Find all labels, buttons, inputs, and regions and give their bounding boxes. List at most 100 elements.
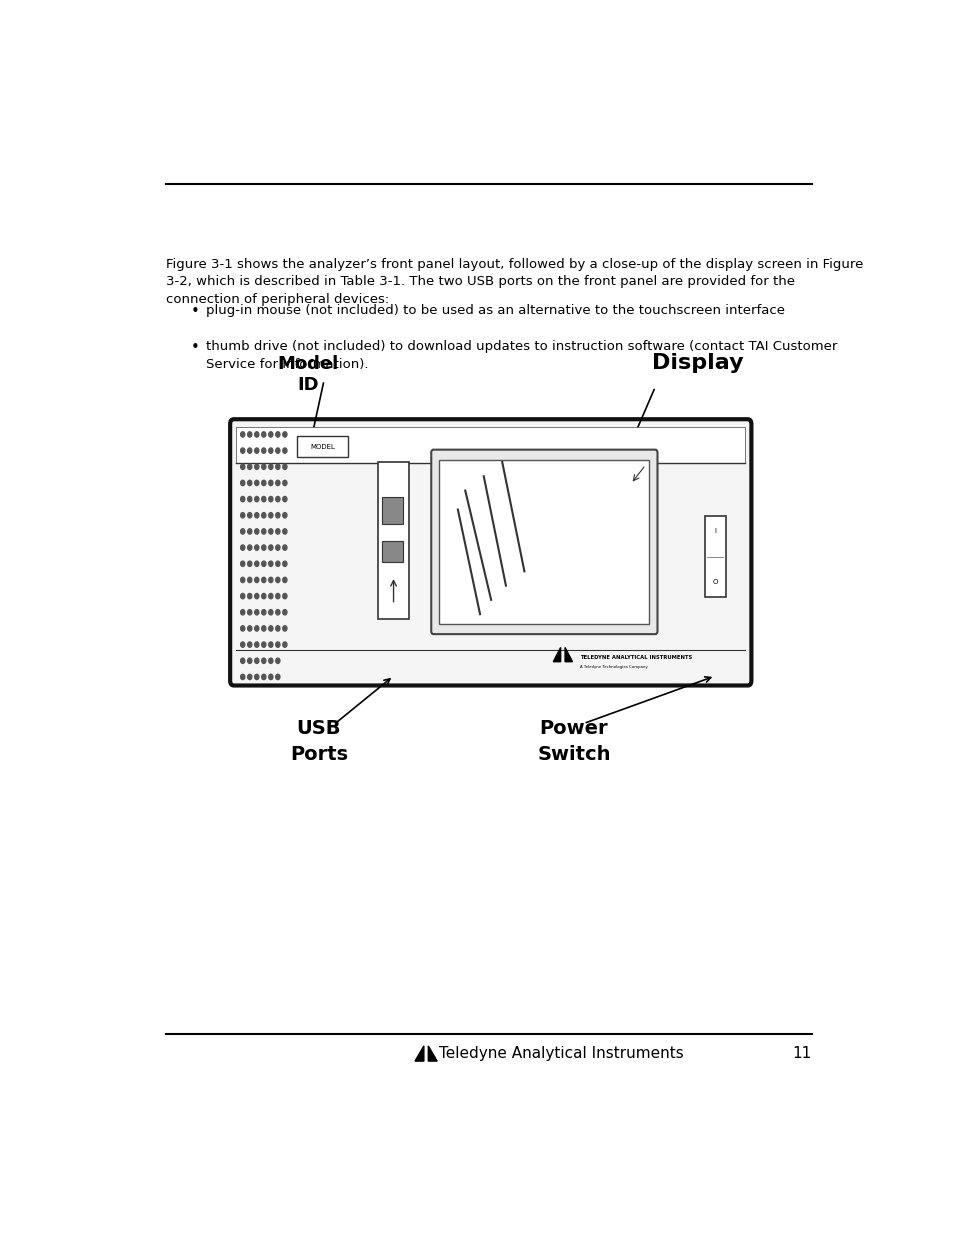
Text: TELEDYNE ANALYTICAL INSTRUMENTS: TELEDYNE ANALYTICAL INSTRUMENTS (579, 656, 691, 661)
Text: MODEL: MODEL (310, 443, 335, 450)
FancyBboxPatch shape (431, 450, 657, 634)
Text: 11: 11 (792, 1046, 811, 1061)
Circle shape (269, 529, 273, 534)
Circle shape (275, 513, 279, 517)
Polygon shape (553, 647, 560, 662)
Circle shape (275, 448, 279, 453)
Circle shape (269, 658, 273, 663)
Text: A Teledyne Technologies Company: A Teledyne Technologies Company (579, 666, 647, 669)
Text: Figure 3-1 shows the analyzer’s front panel layout, followed by a close-up of th: Figure 3-1 shows the analyzer’s front pa… (166, 258, 862, 305)
Circle shape (254, 545, 258, 551)
Circle shape (261, 464, 266, 469)
Circle shape (275, 577, 279, 583)
Circle shape (269, 674, 273, 679)
Circle shape (254, 610, 258, 615)
Circle shape (282, 496, 287, 501)
Circle shape (275, 674, 279, 679)
Circle shape (248, 496, 252, 501)
Circle shape (275, 658, 279, 663)
Circle shape (240, 658, 245, 663)
Circle shape (248, 561, 252, 567)
Circle shape (282, 529, 287, 534)
Text: Ports: Ports (290, 746, 348, 764)
Circle shape (261, 545, 266, 551)
Text: Model: Model (277, 354, 338, 373)
Circle shape (261, 610, 266, 615)
Circle shape (282, 610, 287, 615)
Circle shape (248, 610, 252, 615)
Circle shape (261, 577, 266, 583)
Circle shape (269, 594, 273, 599)
Circle shape (261, 626, 266, 631)
Text: O: O (712, 579, 717, 585)
Circle shape (240, 448, 245, 453)
Circle shape (261, 432, 266, 437)
Circle shape (248, 545, 252, 551)
FancyBboxPatch shape (704, 516, 724, 597)
Circle shape (282, 577, 287, 583)
Circle shape (248, 626, 252, 631)
Circle shape (282, 480, 287, 485)
Circle shape (275, 432, 279, 437)
Circle shape (269, 610, 273, 615)
Circle shape (275, 529, 279, 534)
Circle shape (269, 561, 273, 567)
Circle shape (275, 464, 279, 469)
FancyBboxPatch shape (382, 498, 403, 524)
Circle shape (248, 529, 252, 534)
Circle shape (261, 529, 266, 534)
Circle shape (282, 464, 287, 469)
Circle shape (254, 529, 258, 534)
Circle shape (240, 464, 245, 469)
FancyBboxPatch shape (296, 436, 348, 457)
Circle shape (248, 658, 252, 663)
Circle shape (282, 448, 287, 453)
Circle shape (248, 674, 252, 679)
Circle shape (275, 642, 279, 647)
Circle shape (254, 448, 258, 453)
Circle shape (254, 626, 258, 631)
Circle shape (254, 658, 258, 663)
Circle shape (240, 594, 245, 599)
Circle shape (248, 464, 252, 469)
Circle shape (269, 464, 273, 469)
Circle shape (254, 577, 258, 583)
Text: Teledyne Analytical Instruments: Teledyne Analytical Instruments (438, 1046, 682, 1061)
Text: thumb drive (not included) to download updates to instruction software (contact : thumb drive (not included) to download u… (206, 341, 837, 370)
Circle shape (248, 432, 252, 437)
Text: ID: ID (296, 375, 318, 394)
Circle shape (261, 480, 266, 485)
Polygon shape (428, 1046, 436, 1061)
Circle shape (240, 432, 245, 437)
Circle shape (240, 561, 245, 567)
Circle shape (240, 577, 245, 583)
Circle shape (254, 513, 258, 517)
Circle shape (240, 674, 245, 679)
Circle shape (248, 480, 252, 485)
Circle shape (275, 594, 279, 599)
Text: •: • (191, 341, 199, 356)
Circle shape (261, 658, 266, 663)
Circle shape (261, 513, 266, 517)
Circle shape (269, 642, 273, 647)
Circle shape (254, 464, 258, 469)
Circle shape (248, 594, 252, 599)
Circle shape (254, 594, 258, 599)
Circle shape (240, 626, 245, 631)
Circle shape (282, 594, 287, 599)
Circle shape (254, 480, 258, 485)
Circle shape (254, 496, 258, 501)
Circle shape (240, 480, 245, 485)
FancyBboxPatch shape (235, 427, 744, 463)
Circle shape (261, 594, 266, 599)
Text: Switch: Switch (537, 746, 610, 764)
Polygon shape (564, 647, 572, 662)
Circle shape (261, 561, 266, 567)
Circle shape (261, 642, 266, 647)
Circle shape (248, 448, 252, 453)
Text: Display: Display (651, 353, 742, 373)
Circle shape (240, 513, 245, 517)
Circle shape (275, 496, 279, 501)
Circle shape (261, 448, 266, 453)
Circle shape (248, 513, 252, 517)
